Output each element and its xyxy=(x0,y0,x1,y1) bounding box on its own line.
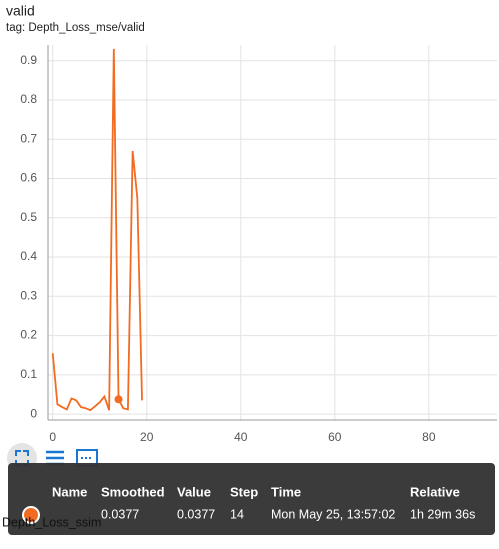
tooltip-smoothed: 0.0377 xyxy=(101,507,139,521)
tooltip-header: Smoothed xyxy=(101,484,165,499)
tooltip-value: 0.0377 xyxy=(177,507,215,521)
y-tick-label: 0.2 xyxy=(20,328,37,342)
tooltip-header: Step xyxy=(230,484,258,499)
card-tag: tag: Depth_Loss_mse/valid xyxy=(6,22,145,34)
tooltip-content: Name Smoothed Value Step Time Relative 0.0377 0… xyxy=(22,484,475,524)
x-tick-label: 0 xyxy=(49,430,56,444)
tooltip-header: Time xyxy=(271,484,301,499)
y-tick-label: 0.5 xyxy=(20,210,37,224)
tooltip-header: Name xyxy=(52,484,87,499)
x-tick-label: 20 xyxy=(140,430,154,444)
plot: 0 0.1 0.2 0.3 0.4 0.5 0.6 0.7 0.8 0.9 0 20 40 60 80 xyxy=(20,45,497,444)
x-tick-label: 80 xyxy=(422,430,436,444)
x-tick-label: 40 xyxy=(234,430,248,444)
y-tick-label: 0.9 xyxy=(20,53,37,67)
y-tick-label: 0.4 xyxy=(20,249,37,263)
series-swatch xyxy=(22,506,40,524)
y-tick-label: 0.6 xyxy=(20,171,37,185)
run-label: Depth_Loss_ssim xyxy=(2,515,101,529)
tooltip xyxy=(8,463,495,535)
tooltip-step: 14 xyxy=(230,507,244,521)
tooltip-header: Value xyxy=(177,484,211,499)
card-title: valid xyxy=(6,3,35,19)
y-tick-label: 0 xyxy=(30,406,37,420)
y-tick-label: 0.8 xyxy=(20,92,37,106)
tooltip-time: Mon May 25, 13:57:02 xyxy=(271,507,395,521)
x-tick-label: 60 xyxy=(328,430,342,444)
y-tick-label: 0.1 xyxy=(20,367,37,381)
fit-icon[interactable] xyxy=(15,450,29,466)
tooltip-header: Relative xyxy=(410,484,460,499)
log-icon[interactable] xyxy=(46,450,64,466)
series-line xyxy=(51,48,143,412)
tooltip-relative: 1h 29m 36s xyxy=(410,507,475,521)
y-tick-label: 0.7 xyxy=(20,131,37,145)
hover-point xyxy=(114,395,123,404)
y-tick-label: 0.3 xyxy=(20,288,37,302)
